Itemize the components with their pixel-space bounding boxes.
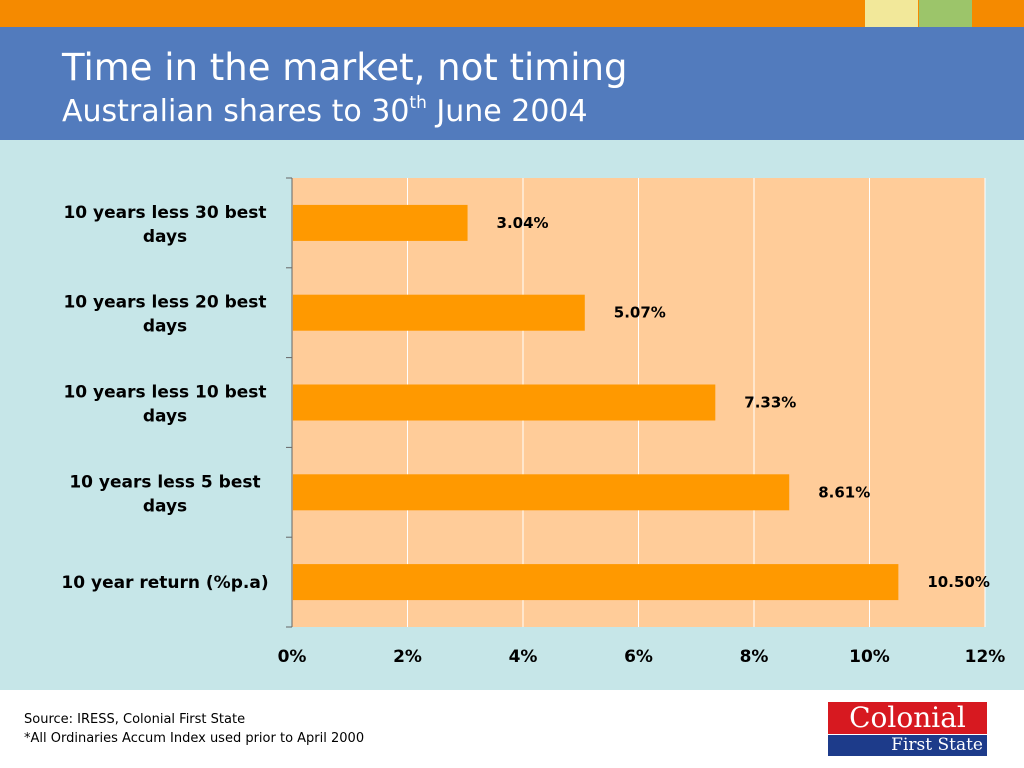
bar: [293, 384, 716, 421]
category-label: 10 years less 20 best days: [63, 293, 266, 337]
category-label: 10 years less 30 best days: [63, 203, 266, 247]
subtitle-main: Australian shares to 30: [62, 94, 410, 129]
page-title: Time in the market, not timing: [62, 46, 628, 89]
data-label: 3.04%: [497, 214, 549, 232]
page-subtitle: Australian shares to 30th June 2004: [62, 94, 588, 129]
index-note: *All Ordinaries Accum Index used prior t…: [24, 731, 365, 746]
bar-chart: 3.04% 10 years less 30 best days 5.07% 10 ye…: [61, 177, 1006, 667]
logo-text-colonial: Colonial: [828, 702, 987, 734]
logo-text-first-state: First State: [828, 735, 987, 756]
data-label: 10.50%: [927, 573, 989, 591]
category-label: 10 years less 10 best days: [63, 383, 266, 427]
bar: [293, 294, 585, 331]
x-tick-label: 4%: [509, 647, 538, 667]
x-tick-label: 10%: [849, 647, 890, 667]
x-tick-label: 0%: [278, 647, 307, 667]
data-label: 8.61%: [818, 483, 870, 501]
x-tick-label: 2%: [393, 647, 422, 667]
bar: [293, 474, 790, 511]
x-tick-label: 8%: [740, 647, 769, 667]
colonial-first-state-logo: Colonial First State: [828, 702, 987, 756]
source-note: Source: IRESS, Colonial First State: [24, 712, 246, 727]
top-accent-bar: [0, 0, 1024, 27]
bar: [293, 204, 468, 241]
x-tick-label: 6%: [624, 647, 653, 667]
accent-square-yellow: [865, 0, 918, 27]
accent-square-green: [919, 0, 972, 27]
data-label: 5.07%: [614, 304, 666, 322]
bar: [293, 564, 899, 601]
category-label: 10 years less 5 best days: [69, 472, 260, 516]
category-label: 10 year return (%p.a): [61, 573, 268, 593]
x-tick-label: 12%: [965, 647, 1006, 667]
subtitle-end: June 2004: [426, 94, 588, 129]
data-label: 7.33%: [744, 394, 796, 412]
subtitle-superscript: th: [409, 93, 427, 113]
header-band: [0, 27, 1024, 140]
